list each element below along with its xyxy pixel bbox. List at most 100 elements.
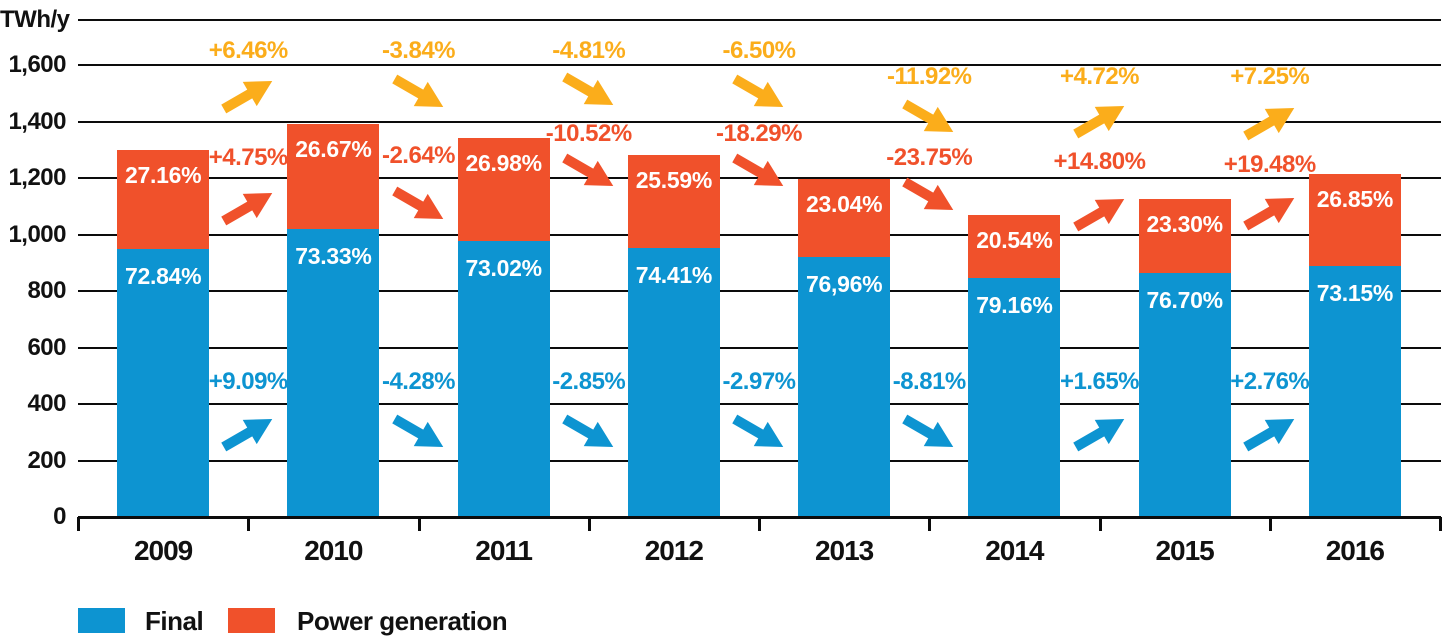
- bar-segment-final-2012: 74.41%: [627, 247, 720, 517]
- y-tick-label: 600: [27, 333, 66, 361]
- legend-swatch-final: [78, 608, 125, 633]
- bar-segment-power-generation-2012: 25.59%: [627, 155, 720, 248]
- bar-label-final-2012: 74.41%: [635, 261, 713, 288]
- arrow-down-right-icon: [386, 64, 451, 121]
- bar-segment-power-generation-2010: 26.67%: [287, 124, 380, 230]
- arrow-up-right-icon: [1237, 404, 1302, 461]
- y-tick-label: 200: [27, 446, 66, 474]
- total-change-label: +4.72%: [1059, 63, 1140, 90]
- arrow-up-right-icon: [216, 66, 281, 123]
- final-change-label: +1.65%: [1059, 368, 1140, 395]
- arrow-down-right-icon: [726, 404, 791, 461]
- y-tick-label: 1,400: [8, 107, 66, 135]
- bar-label-power-generation-2013: 23.04%: [806, 191, 883, 218]
- bar-segment-final-2010: 73.33%: [287, 229, 380, 517]
- x-tick-label-2012: 2012: [644, 535, 704, 566]
- x-tick-label-2016: 2016: [1325, 535, 1385, 566]
- gridline-400: [78, 403, 1441, 405]
- bar-label-power-generation-2009: 27.16%: [125, 161, 202, 188]
- power-generation-change-label: +4.75%: [208, 144, 289, 171]
- x-axis-tick: [1098, 517, 1102, 531]
- arrow-up-right-icon: [1237, 183, 1302, 240]
- bar-segment-power-generation-2014: 20.54%: [968, 214, 1061, 278]
- power-generation-change-label: -10.52%: [545, 120, 632, 147]
- bar-segment-power-generation-2011: 26.98%: [457, 138, 550, 241]
- bar-label-final-2016: 73.15%: [1316, 279, 1394, 306]
- legend-label-final: Final: [145, 606, 204, 636]
- x-axis-tick: [77, 517, 80, 531]
- y-tick-label: 1,600: [8, 51, 66, 78]
- y-axis-unit-label: TWh/y: [0, 6, 70, 33]
- arrow-down-right-icon: [386, 176, 451, 233]
- bar-label-power-generation-2011: 26.98%: [465, 150, 543, 177]
- arrow-up-right-icon: [216, 404, 281, 461]
- x-tick-label-2010: 2010: [304, 535, 363, 566]
- arrow-up-right-icon: [1067, 404, 1132, 461]
- x-axis-tick: [1439, 517, 1442, 531]
- gridline-600: [78, 346, 1441, 349]
- power-generation-change-label: -23.75%: [886, 144, 973, 171]
- power-generation-change-label: -18.29%: [716, 120, 802, 147]
- final-change-label: -4.28%: [381, 368, 456, 395]
- x-tick-label-2014: 2014: [985, 535, 1044, 566]
- bar-label-final-2011: 73.02%: [465, 254, 543, 281]
- bar-label-power-generation-2014: 20.54%: [976, 226, 1053, 253]
- arrow-up-right-icon: [1237, 93, 1302, 150]
- arrow-down-right-icon: [726, 143, 791, 200]
- bar-segment-final-2016: 73.15%: [1308, 265, 1401, 517]
- bar-label-power-generation-2015: 23.30%: [1146, 211, 1224, 238]
- bar-segment-final-2009: 72.84%: [117, 249, 210, 517]
- x-axis-tick: [417, 517, 421, 531]
- bar-segment-final-2014: 79.16%: [968, 277, 1061, 517]
- final-change-label: +2.76%: [1230, 368, 1310, 395]
- bar-segment-power-generation-2015: 23.30%: [1138, 199, 1231, 274]
- arrow-down-right-icon: [556, 404, 621, 461]
- gridline-200: [78, 459, 1441, 462]
- gridline-800: [78, 290, 1441, 292]
- total-change-label: -3.84%: [381, 37, 456, 64]
- x-tick-label-2009: 2009: [133, 535, 193, 566]
- total-change-label: +6.46%: [208, 37, 289, 64]
- power-generation-change-label: +19.48%: [1223, 151, 1316, 178]
- x-axis-tick: [1268, 517, 1272, 531]
- total-change-label: -4.81%: [552, 37, 626, 64]
- x-tick-label-2015: 2015: [1155, 535, 1214, 566]
- x-tick-label-2013: 2013: [814, 535, 874, 566]
- y-tick-label: 1,000: [8, 220, 66, 248]
- arrow-down-right-icon: [897, 404, 962, 461]
- legend-label-power-generation: Power generation: [297, 606, 508, 636]
- power-generation-change-label: -2.64%: [381, 142, 456, 169]
- bar-segment-power-generation-2016: 26.85%: [1308, 173, 1401, 266]
- chart-top-frame-line: [78, 19, 1441, 21]
- arrow-up-right-icon: [1067, 184, 1132, 241]
- bar-segment-power-generation-2013: 23.04%: [798, 179, 891, 258]
- bar-label-final-2014: 79.16%: [976, 291, 1053, 318]
- x-tick-label-2011: 2011: [475, 535, 533, 566]
- gridline-1600: [78, 64, 1441, 66]
- gridline-1000: [78, 233, 1441, 236]
- x-axis-tick: [928, 517, 932, 531]
- final-change-label: -2.85%: [552, 368, 626, 395]
- y-tick-label: 1,200: [8, 164, 66, 191]
- total-change-label: -6.50%: [722, 37, 796, 64]
- y-tick-label: 800: [27, 277, 66, 304]
- total-change-label: -11.92%: [886, 63, 972, 90]
- x-axis-tick: [587, 517, 591, 531]
- bar-label-power-generation-2012: 25.59%: [635, 167, 713, 194]
- final-change-label: -8.81%: [892, 368, 967, 395]
- power-generation-change-label: +14.80%: [1053, 148, 1146, 175]
- arrow-down-right-icon: [726, 64, 791, 121]
- y-tick-label: 400: [27, 390, 66, 417]
- bar-label-final-2010: 73.33%: [295, 243, 372, 270]
- legend-swatch-power-generation: [228, 608, 275, 633]
- gridline-1400: [78, 120, 1441, 123]
- x-axis-tick: [247, 517, 251, 531]
- x-axis-tick: [758, 517, 761, 531]
- total-change-label: +7.25%: [1230, 63, 1310, 90]
- bar-label-power-generation-2010: 26.67%: [295, 136, 372, 163]
- bar-label-final-2013: 76,96%: [806, 271, 883, 298]
- bar-label-final-2015: 76.70%: [1146, 287, 1224, 314]
- arrow-down-right-icon: [556, 62, 621, 119]
